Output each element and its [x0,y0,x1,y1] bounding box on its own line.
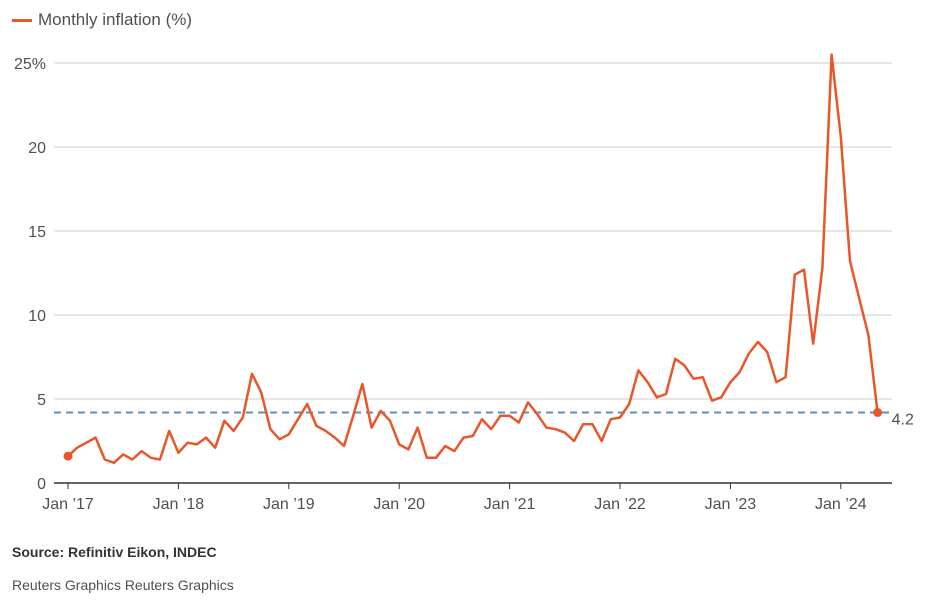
x-axis-ticks: Jan ’17 Jan ’18 Jan ’19 Jan ’20 Jan ’21 Jan ’… [42,483,867,513]
end-point-marker [873,407,883,417]
y-tick-label: 5 [37,392,46,409]
legend: Monthly inflation (%) [12,10,192,30]
x-tick-label: Jan ’18 [153,496,205,513]
credit-note: Reuters Graphics Reuters Graphics [12,577,234,593]
y-tick-label: 0 [37,476,46,493]
end-value-label: 4.2 [892,411,914,428]
source-note: Source: Refinitiv Eikon, INDEC [12,544,217,560]
series-layer: 4.2 [63,53,914,465]
x-tick-label: Jan ’21 [484,496,536,513]
x-tick-label: Jan ’22 [594,496,646,513]
gridlines [54,62,892,484]
start-point-marker [63,451,73,461]
legend-line-swatch [12,18,32,22]
inflation-series-line [67,53,879,465]
legend-label: Monthly inflation (%) [38,10,193,29]
y-tick-label: 25% [14,56,46,73]
x-tick-label: Jan ’20 [373,496,425,513]
y-axis-ticks: 0 5 10 15 20 25% [14,56,46,493]
y-tick-label: 15 [28,224,46,241]
x-tick-label: Jan ’17 [42,496,94,513]
x-tick-label: Jan ’19 [263,496,315,513]
y-tick-label: 20 [28,140,46,157]
y-tick-label: 10 [28,308,46,325]
x-tick-label: Jan ’24 [815,496,867,513]
x-tick-label: Jan ’23 [705,496,757,513]
